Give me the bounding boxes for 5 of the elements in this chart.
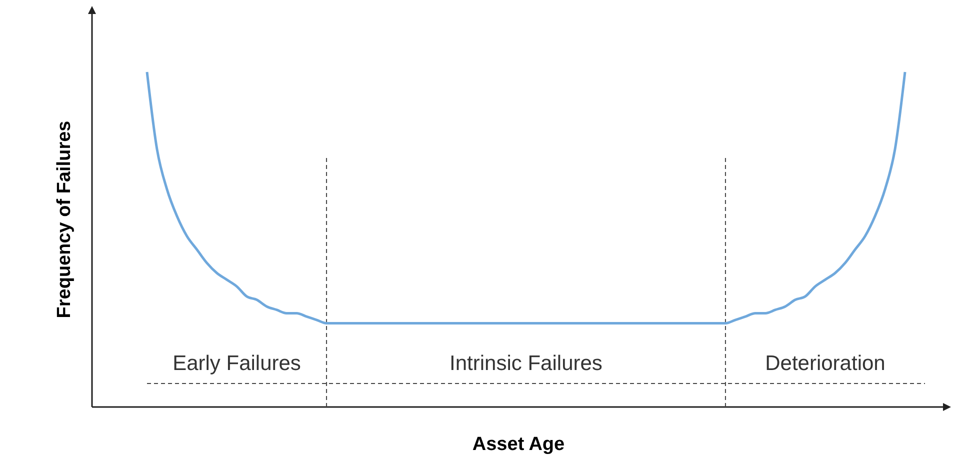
annotation: Intrinsic Failures: [450, 352, 602, 375]
annotation: Deterioration: [765, 352, 886, 375]
annotation: Early Failures: [172, 352, 301, 375]
y-axis-title: Frequency of Failures: [54, 120, 75, 318]
x-axis-title: Asset Age: [472, 434, 565, 455]
